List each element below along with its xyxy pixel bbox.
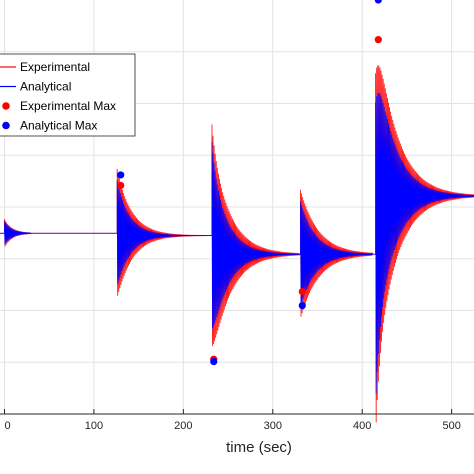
analytical-max-legend-swatch <box>2 121 10 130</box>
analytical-legend-label: Analytical <box>20 80 71 94</box>
x-tick-label: 400 <box>353 420 371 432</box>
experimental-max-point <box>374 36 382 44</box>
traces <box>0 65 474 423</box>
experimental-legend-label: Experimental <box>20 60 90 74</box>
max-markers <box>117 0 382 366</box>
legend-box <box>0 53 136 137</box>
experimental-max-point <box>298 287 306 296</box>
x-axis-label: time (sec) <box>226 439 292 456</box>
x-tick-label: 300 <box>264 420 282 432</box>
legend: Experimental Analytical Experimental Max An… <box>0 53 136 137</box>
experimental-max-legend-label: Experimental Max <box>20 99 116 113</box>
analytical-max-point <box>210 357 218 366</box>
axes <box>0 409 474 415</box>
x-tick-label: 200 <box>174 420 192 432</box>
x-tick-labels: 0 100 200 300 400 500 <box>4 420 460 432</box>
analytical-max-point <box>117 171 125 179</box>
analytical-max-point <box>374 0 382 4</box>
x-tick-label: 0 <box>4 420 10 432</box>
x-tick-label: 500 <box>442 420 460 432</box>
analytical-line <box>0 92 474 394</box>
analytical-max-point <box>298 301 306 310</box>
analytical-max-legend-label: Analytical Max <box>20 119 97 133</box>
experimental-max-point <box>117 181 125 190</box>
experimental-max-legend-swatch <box>2 102 10 110</box>
x-tick-label: 100 <box>85 420 103 432</box>
